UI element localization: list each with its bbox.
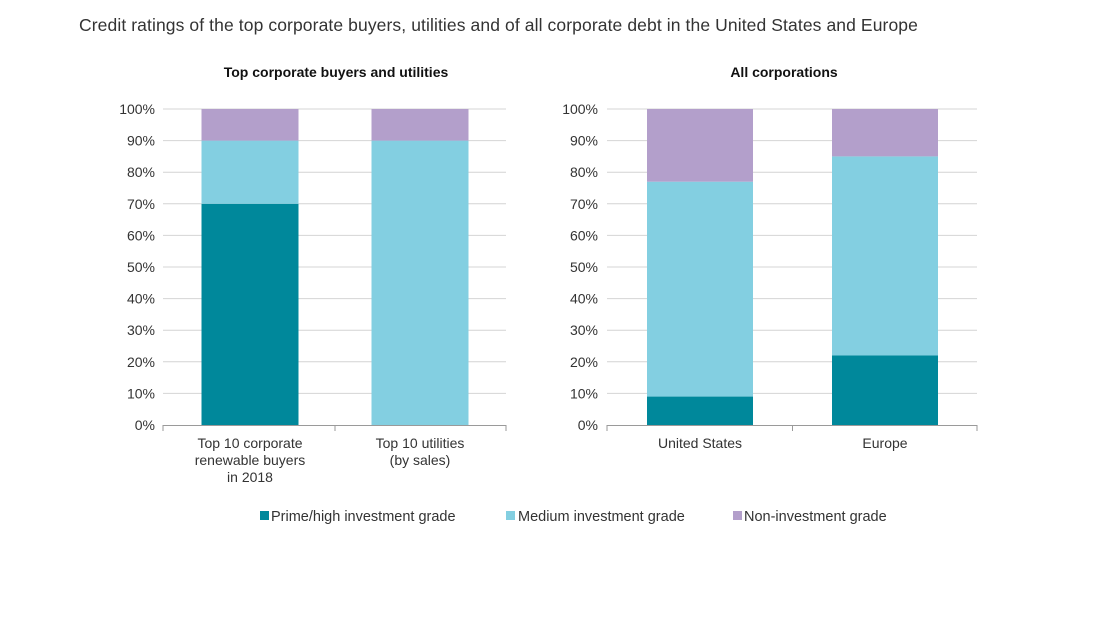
- bar-segment: [832, 156, 938, 356]
- y-tick-label: 80%: [570, 164, 598, 180]
- y-tick-label: 20%: [127, 354, 155, 370]
- y-tick-label: 30%: [127, 322, 155, 338]
- category-label: Top 10 utilities (by sales): [376, 435, 465, 468]
- chart-subtitle: All corporations: [730, 64, 838, 80]
- y-tick-label: 80%: [127, 164, 155, 180]
- y-tick-label: 60%: [127, 227, 155, 243]
- bar-segment: [832, 109, 938, 157]
- y-tick-label: 70%: [570, 196, 598, 212]
- y-tick-label: 100%: [562, 101, 598, 117]
- chart-panel-2: All corporations 0% 10% 20% 30% 40% 50% 60% 70% 8…: [562, 64, 978, 451]
- category-label: Europe: [862, 435, 907, 451]
- legend-swatch: [260, 511, 269, 520]
- chart-subtitle: Top corporate buyers and utilities: [224, 64, 449, 80]
- y-tick-label: 50%: [570, 259, 598, 275]
- bar-segment: [647, 181, 753, 397]
- y-tick-label: 40%: [570, 291, 598, 307]
- legend-swatch: [733, 511, 742, 520]
- y-tick-label: 70%: [127, 196, 155, 212]
- y-tick-label: 0%: [135, 417, 155, 433]
- bar-segment: [647, 396, 753, 425]
- chart-panel-1: Top corporate buyers and utilities 0% 10% 2…: [119, 64, 507, 485]
- y-tick-label: 50%: [127, 259, 155, 275]
- y-tick-label: 20%: [570, 354, 598, 370]
- bar-segment: [371, 140, 469, 425]
- legend-label: Prime/high investment grade: [271, 509, 456, 525]
- y-tick-label: 60%: [570, 227, 598, 243]
- y-tick-label: 0%: [578, 417, 598, 433]
- bar-segment: [371, 109, 469, 141]
- legend-label: Medium investment grade: [518, 509, 685, 525]
- bar-segment: [647, 109, 753, 182]
- legend-swatch: [506, 511, 515, 520]
- bar-segment: [832, 355, 938, 425]
- y-tick-label: 40%: [127, 291, 155, 307]
- category-label: United States: [658, 435, 742, 451]
- bar-segment: [201, 140, 299, 204]
- bar-segment: [201, 203, 299, 425]
- legend: Prime/high investment grade Medium invest…: [260, 509, 887, 525]
- category-label: Top 10 corporate renewable buyers in 2018: [195, 435, 306, 485]
- legend-label: Non-investment grade: [744, 509, 887, 525]
- y-tick-label: 30%: [570, 322, 598, 338]
- y-tick-label: 10%: [127, 385, 155, 401]
- figure-title: Credit ratings of the top corporate buye…: [79, 15, 918, 35]
- y-tick-label: 10%: [570, 385, 598, 401]
- bar-segment: [201, 109, 299, 141]
- y-tick-label: 100%: [119, 101, 155, 117]
- y-tick-label: 90%: [570, 133, 598, 149]
- y-tick-label: 90%: [127, 133, 155, 149]
